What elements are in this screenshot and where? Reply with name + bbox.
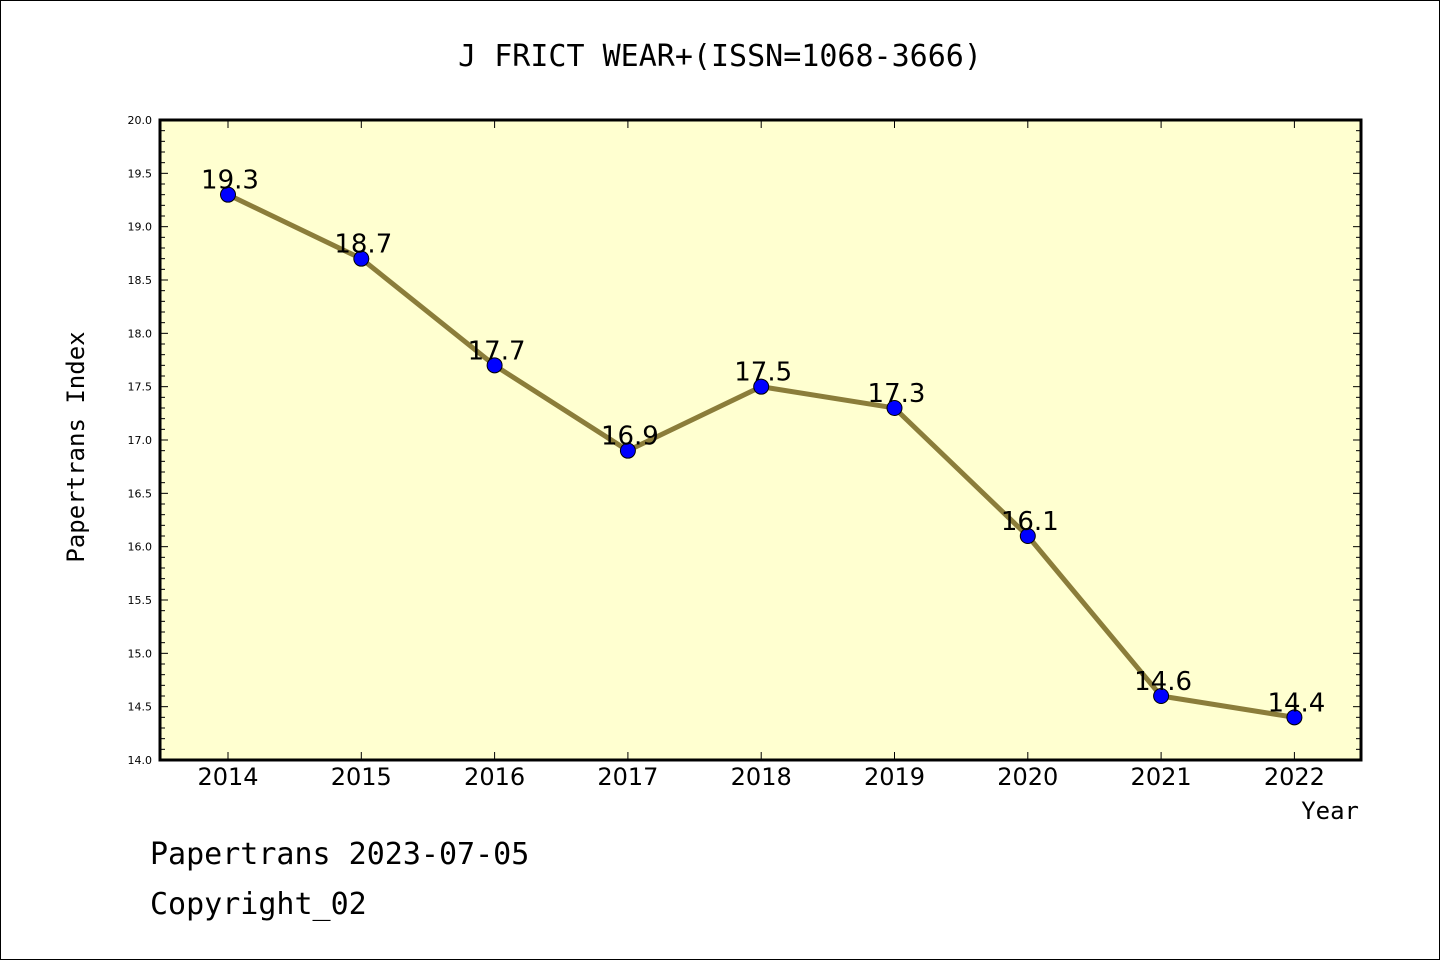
data-label: 18.7 bbox=[334, 230, 392, 260]
data-point bbox=[486, 357, 503, 374]
x-tick-label: 2017 bbox=[597, 763, 658, 791]
y-axis-label: Papertrans Index bbox=[62, 331, 90, 562]
y-tick-label: 15.5 bbox=[128, 594, 153, 607]
data-label: 14.4 bbox=[1267, 688, 1325, 718]
y-tick-label: 18.5 bbox=[128, 274, 153, 287]
data-label: 16.1 bbox=[1001, 507, 1059, 537]
y-tick-label: 15.0 bbox=[128, 647, 153, 660]
series: 19.3 18.7 17.7 16.9 17.5 17.3 16.1 14.6 14.4 bbox=[201, 166, 1325, 726]
plot-area bbox=[160, 120, 1361, 760]
x-tick-label: 2020 bbox=[997, 763, 1058, 791]
y-axis: 14.0 14.5 15.0 15.5 16.0 16.5 17.0 17.5 18.0 18.5… bbox=[128, 114, 1361, 767]
data-label: 14.6 bbox=[1134, 667, 1192, 697]
y-tick-label: 14.5 bbox=[128, 701, 153, 714]
x-tick-label: 2019 bbox=[864, 763, 925, 791]
x-tick-label: 2016 bbox=[464, 763, 525, 791]
x-tick-label: 2014 bbox=[197, 763, 258, 791]
y-tick-label: 19.0 bbox=[128, 221, 153, 234]
x-tick-label: 2022 bbox=[1264, 763, 1325, 791]
data-point bbox=[220, 186, 236, 203]
y-tick-label: 17.5 bbox=[128, 381, 153, 394]
x-tick-label: 2021 bbox=[1131, 763, 1192, 791]
data-point bbox=[1019, 528, 1036, 544]
data-point bbox=[353, 250, 370, 267]
chart-title: J FRICT WEAR+(ISSN=1068-3666) bbox=[458, 39, 982, 74]
x-tick-label: 2015 bbox=[331, 763, 392, 791]
y-tick-label: 20.0 bbox=[128, 114, 153, 127]
y-tick-label: 19.5 bbox=[128, 167, 153, 180]
data-label: 16.9 bbox=[601, 422, 659, 452]
y-tick-label: 17.0 bbox=[128, 434, 153, 447]
x-axis-label: Year bbox=[1301, 797, 1359, 825]
plot-border bbox=[158, 118, 1363, 762]
x-axis: 2014 2015 2016 2017 2018 2019 2020 2021 2022 bbox=[197, 120, 1325, 791]
x-tick-label: 2018 bbox=[731, 763, 792, 791]
y-tick-label: 18.0 bbox=[128, 327, 153, 340]
data-point bbox=[619, 442, 636, 459]
data-label: 17.3 bbox=[868, 379, 926, 409]
data-label: 17.5 bbox=[734, 358, 792, 388]
footer-date: Papertrans 2023-07-05 bbox=[150, 837, 529, 872]
y-tick-label: 16.5 bbox=[128, 487, 153, 500]
data-label: 17.7 bbox=[468, 336, 526, 366]
data-point bbox=[1153, 688, 1170, 704]
footer-copyright: Copyright_02 bbox=[150, 887, 367, 922]
y-tick-label: 16.0 bbox=[128, 541, 153, 554]
y-tick-label: 14.0 bbox=[128, 754, 153, 767]
data-label: 19.3 bbox=[201, 166, 259, 196]
data-point bbox=[886, 400, 903, 416]
data-point bbox=[1286, 709, 1303, 726]
data-point bbox=[753, 378, 770, 395]
